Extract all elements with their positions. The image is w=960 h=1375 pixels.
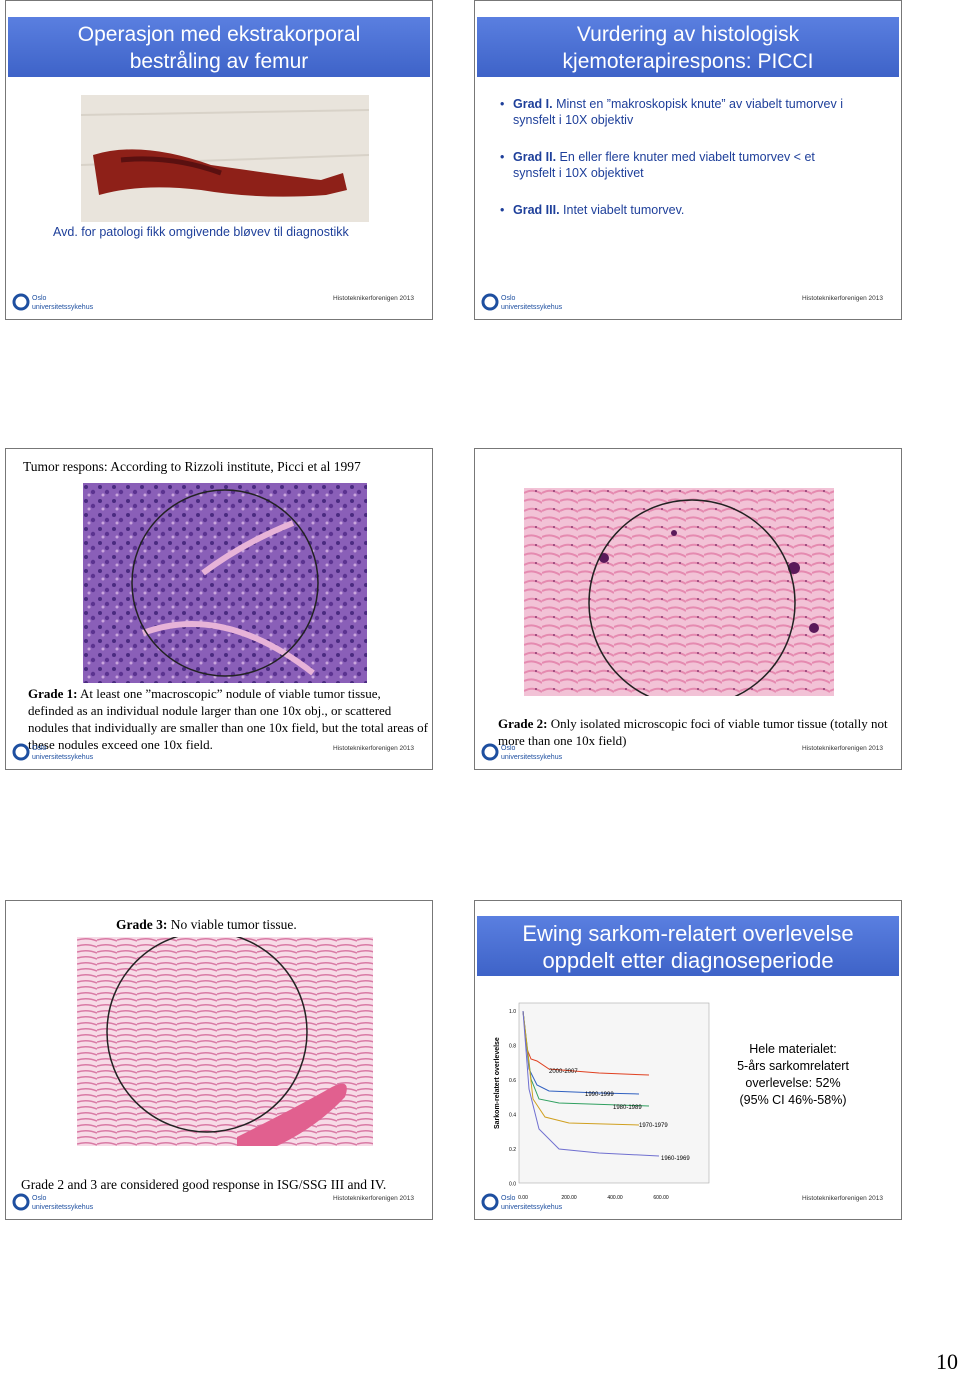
tick-label: 200.00	[561, 1195, 577, 1201]
logo: Oslo universitetssykehus	[481, 1193, 563, 1211]
micrograph	[77, 937, 373, 1146]
title-line: Vurdering av histologisk	[576, 23, 800, 46]
logo: Oslo universitetssykehus	[12, 1193, 94, 1211]
bullet-text: En eller flere knuter med viabelt tumorv…	[513, 150, 815, 180]
tick-label: 1.0	[509, 1009, 516, 1015]
bullet-text: Minst en ”makroskopisk knute” av viabelt…	[513, 97, 843, 127]
tick-label: 400.00	[607, 1195, 623, 1201]
footer: Histoteknikerforenigen 2013	[333, 295, 414, 302]
bullet: • Grad III. Intet viabelt tumorvev.	[500, 203, 685, 217]
logo-text: universitetssykehus	[501, 1204, 563, 1211]
footer: Histoteknikerforenigen 2013	[802, 745, 883, 752]
axis-label: Sarkom-relatert overlevelse	[494, 1037, 501, 1129]
grade-description: Only isolated microscopic foci of viable…	[498, 716, 888, 748]
grade-text: Grade 3: No viable tumor tissue.	[116, 917, 297, 933]
grade-label: Grade 2:	[498, 716, 548, 731]
heading: Tumor respons: According to Rizzoli inst…	[23, 459, 361, 474]
title-line: Ewing sarkom-relatert overlevelse	[522, 921, 854, 946]
logo: Oslo universitetssykehus	[481, 293, 563, 311]
box-line: 5-års sarkomrelatert	[737, 1059, 849, 1073]
logo: Oslo universitetssykehus	[12, 743, 94, 761]
bullet-label: Grad I.	[513, 97, 553, 111]
curve-label: 1980-1989	[613, 1105, 642, 1111]
tick-label: 0.6	[509, 1078, 516, 1084]
logo-text: universitetssykehus	[32, 754, 94, 761]
micrograph	[83, 483, 367, 683]
bullet-label: Grad III.	[513, 203, 560, 217]
tick-label: 0.4	[509, 1113, 516, 1119]
slide: Vurdering av histologisk kjemoterapiresp…	[474, 0, 902, 320]
logo: Oslo universitetssykehus	[481, 743, 563, 761]
photo	[81, 95, 369, 222]
note: Grade 2 and 3 are considered good respon…	[21, 1177, 387, 1192]
slide: Operasjon med ekstrakorporal bestråling …	[5, 0, 433, 320]
box-line: (95% CI 46%-58%)	[739, 1093, 847, 1107]
tick-label: 0.8	[509, 1044, 516, 1050]
title-line: bestråling av femur	[129, 50, 309, 73]
logo-text: universitetssykehus	[32, 304, 94, 311]
grade-text: Grade 2: Only isolated microscopic foci …	[498, 715, 903, 749]
logo-text: Oslo	[501, 745, 516, 752]
slide-title: Operasjon med ekstrakorporal bestråling …	[8, 17, 430, 77]
page-number: 10	[936, 1349, 958, 1374]
footer: Histoteknikerforenigen 2013	[333, 745, 414, 752]
micrograph	[524, 488, 834, 696]
tick-label: 0.00	[518, 1195, 528, 1201]
footer: Histoteknikerforenigen 2013	[802, 295, 883, 302]
box-line: Hele materialet:	[749, 1042, 837, 1056]
grade-label: Grade 3:	[116, 917, 168, 932]
slide-title: Vurdering av histologisk kjemoterapiresp…	[477, 17, 899, 77]
curve-label: 2000-2007	[549, 1069, 578, 1075]
footer: Histoteknikerforenigen 2013	[333, 1195, 414, 1202]
bullet-text: Intet viabelt tumorvev.	[559, 203, 685, 217]
title-line: Operasjon med ekstrakorporal	[77, 23, 361, 46]
slide-title: Ewing sarkom-relatert overlevelse oppdel…	[477, 916, 899, 976]
grade-text: Grade 1: At least one ”macroscopic” nodu…	[28, 685, 428, 753]
logo-text: universitetssykehus	[32, 1204, 94, 1211]
caption: Avd. for patologi fikk omgivende bløvev …	[53, 225, 349, 239]
bullet: • Grad I. Minst en ”makroskopisk knute” a…	[500, 97, 843, 127]
slide: Ewing sarkom-relatert overlevelse oppdel…	[474, 900, 902, 1220]
logo-text: Oslo	[32, 295, 47, 302]
curve-label: 1990-1999	[585, 1092, 614, 1098]
tick-label: 0.2	[509, 1147, 516, 1153]
footer: Histoteknikerforenigen 2013	[802, 1195, 883, 1202]
title-line: kjemoterapirespons: PICCI	[562, 50, 814, 73]
grade-description: No viable tumor tissue.	[167, 917, 297, 932]
logo-text: Oslo	[32, 1195, 47, 1202]
slide: Tumor respons: According to Rizzoli inst…	[5, 448, 433, 770]
grade-label: Grade 1:	[28, 686, 78, 701]
curve-label: 1960-1969	[661, 1156, 690, 1162]
curve-label: 1970-1979	[639, 1123, 668, 1129]
title-line: oppdelt etter diagnoseperiode	[542, 948, 834, 973]
summary-box: Hele materialet: 5-års sarkomrelatert ov…	[723, 1041, 863, 1109]
slide: Grade 2: Only isolated microscopic foci …	[474, 448, 902, 770]
logo-text: Oslo	[32, 745, 47, 752]
bullet-label: Grad II.	[513, 150, 557, 164]
logo-text: universitetssykehus	[501, 754, 563, 761]
logo: Oslo universitetssykehus	[12, 293, 94, 311]
logo-text: Oslo	[501, 295, 516, 302]
bullet-list: • Grad I. Minst en ”makroskopisk knute” a…	[500, 96, 853, 218]
tick-label: 0.0	[509, 1182, 516, 1188]
tick-label: 600.00	[653, 1195, 669, 1201]
box-line: overlevelse: 52%	[745, 1076, 841, 1090]
bullet: • Grad II. En eller flere knuter med viab…	[500, 150, 815, 180]
logo-text: Oslo	[501, 1195, 516, 1202]
survival-figure: Sarkom-relatert overlevelse 1.0 0.8 0.6 0.4 0…	[494, 1002, 710, 1201]
logo-text: universitetssykehus	[501, 304, 563, 311]
slide: Grade 3: No viable tumor tissue. Grade 2…	[5, 900, 433, 1220]
grade-description: At least one ”macroscopic” nodule of via…	[28, 686, 428, 752]
